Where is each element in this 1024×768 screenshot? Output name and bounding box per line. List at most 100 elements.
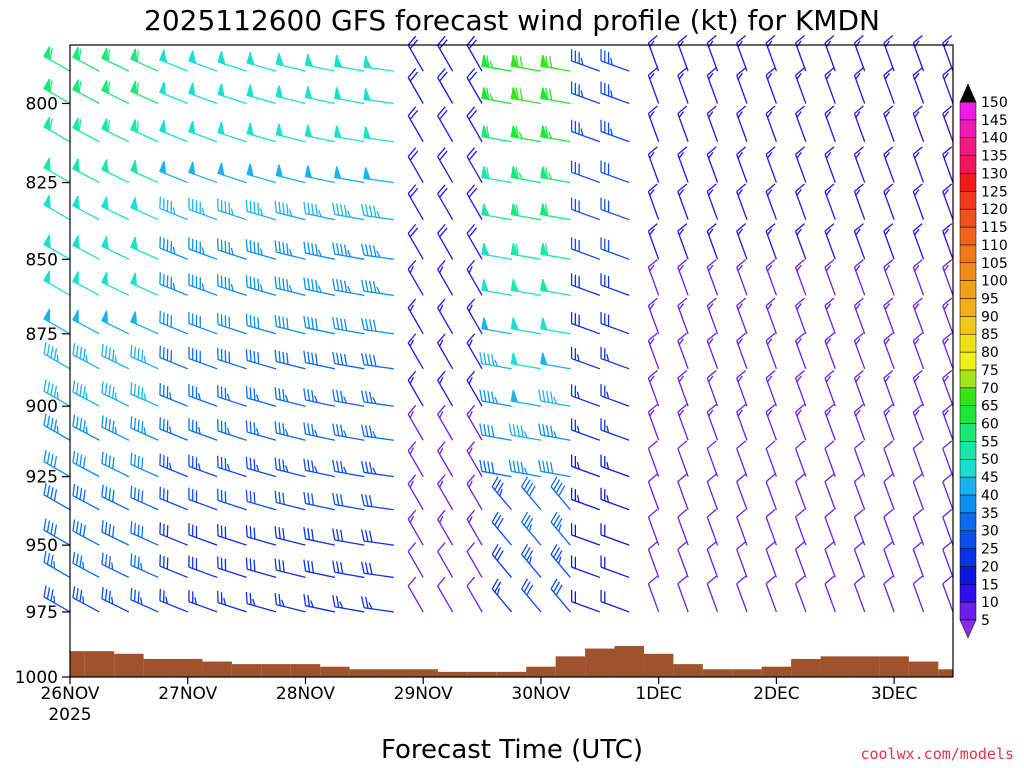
barb-feather (282, 389, 285, 401)
wind-barb (570, 487, 601, 511)
barb-feather (796, 375, 802, 383)
wind-barb (101, 552, 130, 579)
barb-feather (854, 67, 864, 76)
barb-feather (496, 482, 504, 494)
barb-staff (276, 569, 306, 579)
surface-step (643, 653, 674, 677)
barb-feather (130, 588, 133, 600)
barb-feather (407, 333, 417, 344)
barb-feather (825, 409, 832, 417)
surface-step (526, 666, 556, 677)
wind-barb (43, 308, 71, 335)
wind-barb (332, 316, 365, 335)
colorbar-label: 145 (981, 113, 1008, 129)
barb-feather (278, 527, 281, 539)
barb-staff (363, 471, 394, 478)
wind-barb (407, 474, 424, 511)
barb-feather (439, 447, 444, 455)
wind-barb (217, 83, 247, 105)
barb-feather (468, 515, 473, 523)
barb-staff (824, 377, 836, 407)
barb-feather (85, 355, 88, 363)
surface-step (408, 669, 438, 677)
wind-barb (360, 243, 394, 260)
barb-staff (794, 340, 807, 370)
barb-feather (253, 241, 256, 254)
barb-feather (942, 223, 953, 232)
barb-staff (706, 340, 719, 370)
barb-feather (555, 517, 563, 529)
barb-feather (855, 338, 861, 345)
barb-feather (253, 458, 256, 471)
barb-feather (736, 146, 747, 155)
barb-staff (912, 448, 925, 477)
wind-barb (72, 195, 100, 221)
wind-barb (510, 317, 542, 335)
wind-barb (407, 509, 424, 546)
barb-staff (43, 596, 71, 613)
surface-step (555, 656, 586, 677)
barb-staff (736, 230, 748, 260)
barb-feather (303, 201, 307, 214)
barb-staff (942, 113, 954, 142)
wind-barb (159, 417, 188, 441)
wind-barb (736, 369, 748, 407)
barb-feather (360, 424, 365, 437)
barb-feather (407, 404, 417, 415)
barb-feather (795, 575, 805, 585)
wind-barb (43, 518, 71, 546)
barb-staff (217, 567, 247, 579)
barb-feather (737, 228, 743, 236)
barb-feather (343, 244, 348, 257)
barb-staff (706, 230, 719, 260)
barb-feather (765, 404, 776, 413)
wind-barb (245, 275, 277, 296)
barb-feather (133, 454, 137, 467)
barb-feather (108, 590, 111, 603)
barb-feather (245, 348, 248, 361)
barb-feather (912, 575, 923, 585)
barb-staff (571, 322, 601, 335)
barb-staff (706, 191, 719, 220)
barb-pennant (188, 161, 196, 176)
barb-staff (466, 483, 483, 511)
wind-barb (883, 105, 895, 142)
barb-staff (824, 448, 836, 477)
barb-staff (437, 413, 454, 441)
barb-feather (104, 453, 108, 466)
barb-feather (82, 348, 86, 361)
wind-barb (765, 259, 778, 296)
wind-barb (853, 440, 866, 477)
barb-feather (606, 354, 610, 362)
colorbar-segment (959, 441, 977, 460)
wind-barb (942, 105, 954, 142)
wind-barb (942, 369, 954, 407)
wind-barb (101, 80, 130, 105)
wind-barb (647, 575, 660, 613)
barb-staff (188, 566, 218, 579)
barb-pennant (101, 235, 108, 250)
barb-feather (649, 151, 655, 159)
barb-staff (466, 585, 483, 613)
barb-staff (481, 362, 512, 370)
barb-feather (307, 242, 311, 254)
wind-barb (466, 68, 483, 104)
barb-feather (245, 489, 248, 502)
wind-barb (824, 297, 836, 335)
barb-staff (824, 154, 836, 183)
barb-feather (278, 201, 281, 214)
barb-feather (364, 461, 369, 474)
wind-barb (677, 105, 689, 142)
barb-pennant (188, 82, 196, 97)
barb-pennant (43, 308, 51, 323)
barb-feather (553, 514, 561, 526)
barb-feather (197, 463, 201, 471)
barb-pennant (481, 125, 489, 139)
barb-staff (647, 305, 660, 335)
wind-barb (824, 332, 836, 370)
barb-feather (439, 39, 448, 50)
barb-feather (75, 416, 79, 429)
barb-feather (491, 461, 495, 474)
barb-feather (332, 278, 336, 291)
